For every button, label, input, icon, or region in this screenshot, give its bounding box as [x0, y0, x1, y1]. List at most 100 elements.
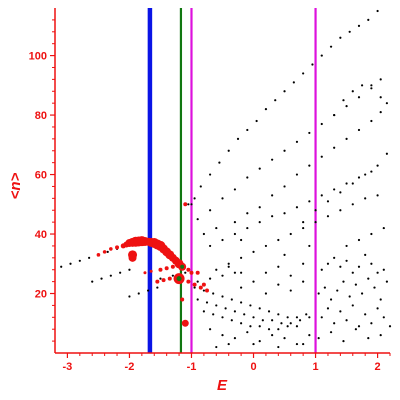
point-black-25: [255, 119, 258, 123]
point-red-2: [109, 247, 113, 251]
point-black-227: [215, 226, 218, 230]
point-black-189: [379, 298, 382, 301]
point-black-112: [184, 271, 187, 274]
point-red-0: [96, 253, 101, 257]
point-black-201: [382, 316, 385, 319]
point-black-12: [128, 295, 131, 298]
point-black-109: [376, 194, 379, 197]
point-black-41: [221, 197, 224, 200]
point-black-152: [286, 325, 289, 328]
point-black-107: [351, 203, 354, 206]
point-black-218: [302, 262, 305, 265]
point-black-47: [295, 140, 299, 143]
point-black-17: [190, 203, 193, 206]
point-black-177: [376, 271, 379, 274]
point-black-88: [271, 215, 274, 218]
point-black-23: [236, 137, 240, 140]
point-black-9: [109, 274, 112, 277]
point-black-20: [208, 173, 212, 176]
point-black-206: [354, 328, 357, 331]
point-black-142: [308, 316, 311, 319]
point-black-117: [193, 286, 196, 289]
point-black-182: [336, 289, 339, 292]
point-black-87: [258, 221, 261, 224]
point-black-185: [354, 283, 357, 286]
point-black-129: [305, 313, 308, 316]
point-black-169: [326, 262, 330, 265]
point-black-217: [289, 274, 292, 277]
point-black-10: [119, 271, 122, 274]
point-black-67: [379, 110, 382, 114]
point-black-192: [326, 307, 330, 310]
point-black-230: [308, 244, 311, 248]
point-black-167: [302, 342, 305, 346]
point-black-42: [233, 188, 237, 191]
point-black-106: [339, 209, 342, 212]
series-black-points: [60, 9, 392, 349]
point-black-208: [379, 334, 382, 337]
x-axis-label: E: [217, 377, 228, 394]
tick-labels: -3 -2 -1 0 1 2 20 40 60 80 100: [29, 51, 381, 373]
point-black-72: [370, 84, 373, 87]
point-black-108: [364, 197, 367, 200]
point-black-221: [240, 271, 243, 274]
point-black-97: [227, 262, 230, 265]
point-red-34: [167, 276, 172, 281]
y-tick-label-0: 20: [35, 289, 47, 301]
point-black-70: [351, 90, 354, 93]
point-black-146: [230, 319, 233, 322]
point-red-1: [102, 250, 107, 254]
point-black-226: [202, 232, 205, 236]
point-black-111: [171, 274, 174, 277]
point-black-31: [311, 63, 314, 66]
point-black-40: [208, 209, 212, 212]
point-black-90: [295, 206, 299, 209]
point-green-1: [180, 264, 185, 269]
point-black-102: [289, 232, 292, 236]
x-tick-label-4: 1: [312, 361, 318, 373]
point-black-124: [258, 307, 261, 310]
point-black-135: [243, 313, 246, 316]
point-red-32: [155, 279, 160, 284]
point-black-184: [348, 295, 351, 298]
point-black-219: [215, 268, 218, 271]
point-black-113: [196, 280, 199, 283]
point-black-93: [333, 188, 336, 191]
point-red-35: [186, 279, 191, 284]
point-black-126: [277, 313, 280, 316]
point-black-94: [345, 182, 348, 185]
point-black-195: [345, 319, 348, 322]
point-black-149: [258, 325, 261, 328]
point-black-56: [246, 212, 249, 215]
point-black-83: [208, 244, 212, 248]
point-red-3: [115, 245, 120, 250]
point-red-41: [189, 270, 194, 275]
point-black-59: [283, 185, 286, 188]
point-black-148: [249, 325, 252, 328]
x-tick-label-2: -1: [187, 361, 197, 373]
point-black-30: [302, 72, 305, 75]
point-red-30: [143, 271, 147, 275]
point-black-183: [342, 280, 345, 283]
point-black-61: [308, 164, 311, 167]
point-black-115: [221, 274, 224, 277]
point-black-39: [196, 218, 199, 221]
point-black-82: [385, 152, 388, 155]
point-black-53: [370, 87, 373, 90]
point-black-21: [218, 161, 221, 164]
point-black-220: [227, 265, 230, 268]
point-black-191: [320, 316, 323, 319]
point-black-103: [302, 226, 305, 230]
point-black-71: [360, 84, 364, 87]
point-black-204: [329, 331, 333, 334]
point-black-229: [283, 253, 286, 256]
point-black-0: [60, 265, 63, 268]
point-black-180: [323, 286, 326, 289]
point-black-133: [224, 307, 227, 310]
point-black-224: [382, 226, 385, 230]
point-black-150: [267, 328, 271, 331]
point-black-91: [308, 200, 311, 203]
point-black-143: [202, 310, 205, 313]
point-black-89: [283, 212, 286, 215]
point-black-131: [205, 301, 209, 304]
